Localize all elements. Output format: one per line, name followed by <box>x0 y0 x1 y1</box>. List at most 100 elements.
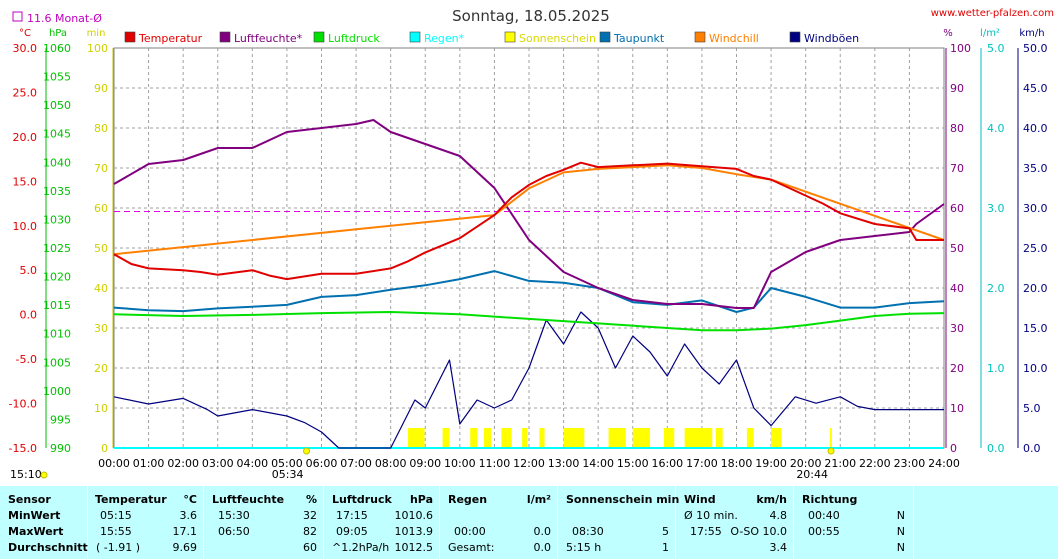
pressure-tick-label: 990 <box>50 442 71 455</box>
chart-grid <box>45 47 1019 449</box>
minutes-tick-label: 60 <box>94 202 108 215</box>
percent-tick-label: 60 <box>950 202 964 215</box>
sunshine-bars <box>407 428 832 448</box>
pressure-tick-label: 1060 <box>43 42 71 55</box>
rain-tick-label: 3.0 <box>987 202 1005 215</box>
temp-tick-label: 25.0 <box>13 86 38 99</box>
sunrise-label: 05:34 <box>272 468 304 481</box>
legend-swatch <box>313 31 325 43</box>
series-pressure <box>113 311 945 332</box>
header-humidity: Luftfeuchte <box>212 493 285 506</box>
time-tick-label: 05:00 <box>271 457 303 470</box>
percent-tick-label: 10 <box>950 402 964 415</box>
wind-tick-label: 15.0 <box>1023 322 1048 335</box>
pressure-tick-label: 1015 <box>43 299 71 312</box>
time-tick-label: 02:00 <box>167 457 199 470</box>
rain-max-time: 00:00 <box>454 525 486 538</box>
series-windchill <box>113 164 945 256</box>
pressure-tick-label: 1025 <box>43 242 71 255</box>
temp-tick-label: -15.0 <box>9 442 37 455</box>
minutes-tick-label: 20 <box>94 362 108 375</box>
time-tick-label: 23:00 <box>894 457 926 470</box>
header-hum-unit: % <box>305 493 317 506</box>
temp-tick-label: -10.0 <box>9 398 37 411</box>
minutes-tick-label: 80 <box>94 122 108 135</box>
dir-min-time: 00:40 <box>808 509 840 522</box>
temp-tick-label: 5.0 <box>20 264 38 277</box>
chart-title: Sonntag, 18.05.2025 <box>452 7 610 25</box>
temp-max-time: 15:55 <box>100 525 132 538</box>
wind-unit-label: km/h <box>1019 28 1044 39</box>
website-link[interactable]: www.wetter-pfalzen.com <box>931 8 1054 19</box>
pressure-tick-label: 995 <box>50 413 71 426</box>
sun-markers: 05:34 20:44 15:10 <box>10 447 835 481</box>
hum-avg-value: 60 <box>303 541 317 554</box>
press-avg-value: 1012.5 <box>394 541 434 554</box>
time-tick-label: 24:00 <box>928 457 960 470</box>
minutes-tick-label: 100 <box>87 42 108 55</box>
legend-swatch <box>694 31 706 43</box>
statistics-table: Sensor MinWert MaxWert Durchschnitt Temp… <box>0 486 1058 559</box>
stats-col-rain: Regen l/m² 00:00 0.0 Gesamt: 0.0 <box>440 486 558 559</box>
minutes-tick-label: 10 <box>94 402 108 415</box>
series-lines <box>113 119 945 449</box>
hum-max-time: 06:50 <box>218 525 250 538</box>
pressure-tick-label: 1050 <box>43 99 71 112</box>
percent-tick-label: 70 <box>950 162 964 175</box>
sunshine-bar <box>442 428 450 448</box>
sunshine-bar <box>829 428 832 448</box>
time-tick-label: 13:00 <box>548 457 580 470</box>
row-label-min: MinWert <box>8 509 61 522</box>
axis-labels: 30.0 25.0 20.0 15.0 10.0 5.0 0.0 -5.0 -10.0 -15.0… <box>9 42 1048 470</box>
series-temperature <box>113 161 944 281</box>
time-tick-label: 04:00 <box>236 457 268 470</box>
rain-total-label: Gesamt: <box>448 541 495 554</box>
minutes-tick-label: 70 <box>94 162 108 175</box>
sunshine-bar <box>522 428 528 448</box>
monthly-avg-label: 11.6 Monat-Ø <box>27 12 102 25</box>
time-tick-label: 14:00 <box>582 457 614 470</box>
wind-avg-value: 3.4 <box>769 541 788 554</box>
temp-unit-label: °C <box>19 28 31 39</box>
percent-unit-label: % <box>943 28 953 39</box>
time-tick-label: 00:00 <box>98 457 130 470</box>
legend-label: Luftfeuchte* <box>234 32 303 45</box>
stats-col-direction: Richtung 00:40 N 00:55 N N <box>794 486 914 559</box>
legend-label: Taupunkt <box>613 32 665 45</box>
sunshine-bar <box>663 428 675 448</box>
legend-swatch <box>409 31 421 43</box>
percent-tick-label: 20 <box>950 362 964 375</box>
legend: Temperatur Luftfeuchte* Luftdruck Regen* Son… <box>124 31 859 45</box>
temp-min-value: 3.6 <box>179 509 198 522</box>
temp-tick-label: 10.0 <box>13 220 38 233</box>
header-rain: Regen <box>448 493 488 506</box>
wind-tick-label: 5.0 <box>1023 402 1041 415</box>
sunshine-bar <box>684 428 713 448</box>
temp-max-value: 17.1 <box>172 525 198 538</box>
weather-chart: Sonntag, 18.05.2025 www.wetter-pfalzen.c… <box>9 7 1054 481</box>
press-min-value: 1010.6 <box>394 509 434 522</box>
percent-tick-label: 90 <box>950 82 964 95</box>
wind-tick-label: 40.0 <box>1023 122 1048 135</box>
time-tick-label: 16:00 <box>651 457 683 470</box>
press-max-value: 1013.9 <box>394 525 434 538</box>
pressure-tick-label: 1020 <box>43 271 71 284</box>
sunshine-bar <box>608 428 626 448</box>
temp-min-time: 05:15 <box>100 509 132 522</box>
rain-unit-label: l/m² <box>980 28 1000 39</box>
header-wind-unit: km/h <box>756 493 787 506</box>
time-tick-label: 20:00 <box>790 457 822 470</box>
header-sunshine: Sonnenschein min <box>566 493 680 506</box>
pressure-tick-label: 1040 <box>43 156 71 169</box>
wind-tick-label: 10.0 <box>1023 362 1048 375</box>
rain-tick-label: 5.0 <box>987 42 1005 55</box>
stats-col-sensor: Sensor MinWert MaxWert Durchschnitt <box>0 486 88 559</box>
header-rain-unit: l/m² <box>526 493 551 506</box>
header-press-unit: hPa <box>409 493 433 506</box>
percent-tick-label: 100 <box>950 42 971 55</box>
header-sensor: Sensor <box>8 493 51 506</box>
time-tick-label: 01:00 <box>133 457 165 470</box>
press-trend: ^1.2hPa/h <box>332 541 390 554</box>
sunshine-bar <box>563 428 585 448</box>
pressure-unit-label: hPa <box>49 28 67 39</box>
